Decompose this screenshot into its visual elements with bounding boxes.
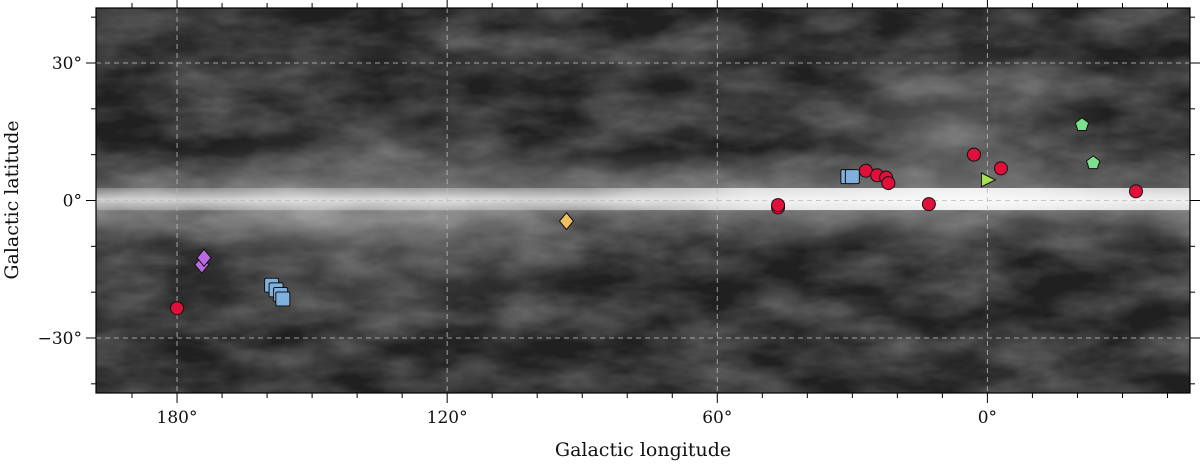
markers xyxy=(170,117,1143,316)
marker-circle xyxy=(881,176,896,191)
x-tick-label: 0° xyxy=(978,408,997,428)
y-tick-label: 30° xyxy=(52,54,82,74)
y-tick-label: 0° xyxy=(63,192,82,212)
marker-circle xyxy=(1128,184,1143,199)
marker-circle xyxy=(966,147,981,162)
plot-area xyxy=(96,8,1190,393)
tick-labels: 180° 120° 60° 0° 30° 0° −30° xyxy=(38,54,997,428)
x-axis-title: Galactic longitude xyxy=(555,439,731,461)
x-tick-label: 180° xyxy=(157,408,198,428)
axis-ticks xyxy=(86,0,1200,403)
marker-circle xyxy=(921,197,936,212)
marker-pentagon xyxy=(1085,155,1101,170)
marker-square xyxy=(275,291,291,307)
y-tick-label: −30° xyxy=(38,329,82,349)
galactic-plane-core xyxy=(96,188,1190,210)
x-tick-label: 60° xyxy=(702,408,732,428)
marker-pentagon xyxy=(1074,117,1090,131)
marker-circle xyxy=(771,198,786,213)
marker-circle xyxy=(993,161,1008,176)
marker-triangle xyxy=(980,172,997,188)
grid-lines xyxy=(96,8,1190,393)
marker-diamond xyxy=(558,211,575,231)
marker-diamond xyxy=(196,248,212,268)
marker-circle xyxy=(170,301,185,316)
x-tick-label: 120° xyxy=(427,408,468,428)
y-axis-title: Galactic latitude xyxy=(1,120,23,279)
marker-square xyxy=(844,169,860,185)
